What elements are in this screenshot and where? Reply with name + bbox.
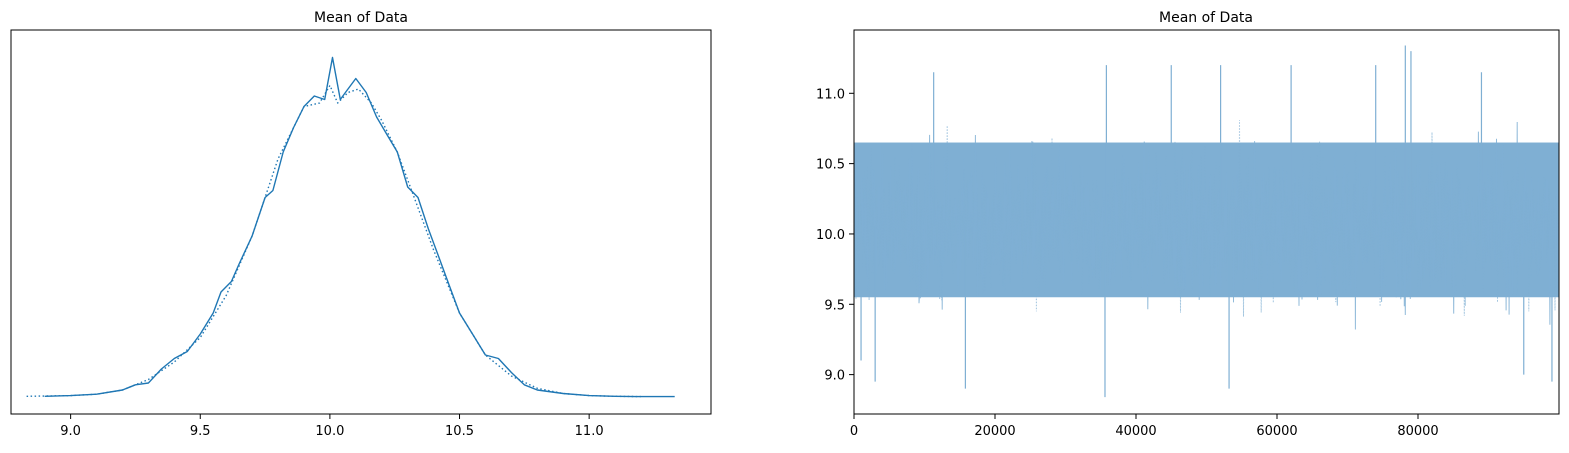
trace-line-dotted bbox=[853, 119, 1560, 317]
trace-plot-title: Mean of Data bbox=[1159, 10, 1253, 26]
trace-y-tick-label: 10.5 bbox=[816, 158, 845, 173]
trace-x-tick-label: 60000 bbox=[1256, 424, 1297, 439]
trace-plot-frame bbox=[853, 29, 1560, 415]
trace-x-tick-label: 80000 bbox=[1397, 424, 1438, 439]
density-plot-title: Mean of Data bbox=[314, 10, 408, 26]
density-plot-frame bbox=[10, 29, 712, 415]
trace-y-tick-label: 9.5 bbox=[824, 298, 845, 313]
density-line-solid bbox=[44, 56, 675, 398]
density-lines bbox=[26, 56, 675, 398]
density-plot: Mean of Data 9.0 9.5 10.0 10.5 11.0 bbox=[10, 10, 712, 439]
trace-y-tick-label: 9.0 bbox=[824, 369, 845, 384]
trace-x-tick-label: 40000 bbox=[1115, 424, 1156, 439]
trace-line-solid bbox=[853, 121, 1560, 330]
trace-plot: Mean of Data 0 20000 40000 60000 80000 9.09.… bbox=[816, 10, 1560, 439]
trace-samples bbox=[853, 45, 1560, 398]
density-x-tick-label: 11.0 bbox=[575, 424, 604, 439]
density-line-dotted bbox=[26, 84, 642, 398]
density-x-tick-label: 10.5 bbox=[445, 424, 474, 439]
trace-y-tick-label: 10.0 bbox=[816, 228, 845, 243]
density-x-tick-label: 9.5 bbox=[190, 424, 211, 439]
trace-x-axis: 0 20000 40000 60000 80000 bbox=[850, 414, 1439, 439]
density-x-tick-label: 10.0 bbox=[315, 424, 344, 439]
density-x-tick-label: 9.0 bbox=[60, 424, 81, 439]
trace-x-tick-label: 20000 bbox=[974, 424, 1015, 439]
density-x-axis: 9.0 9.5 10.0 10.5 11.0 bbox=[60, 414, 604, 439]
trace-x-tick-label: 0 bbox=[850, 424, 858, 439]
trace-y-tick-label: 11.0 bbox=[816, 87, 845, 102]
trace-y-axis: 9.0 9.5 10.0 10.5 11.0 bbox=[816, 87, 854, 384]
